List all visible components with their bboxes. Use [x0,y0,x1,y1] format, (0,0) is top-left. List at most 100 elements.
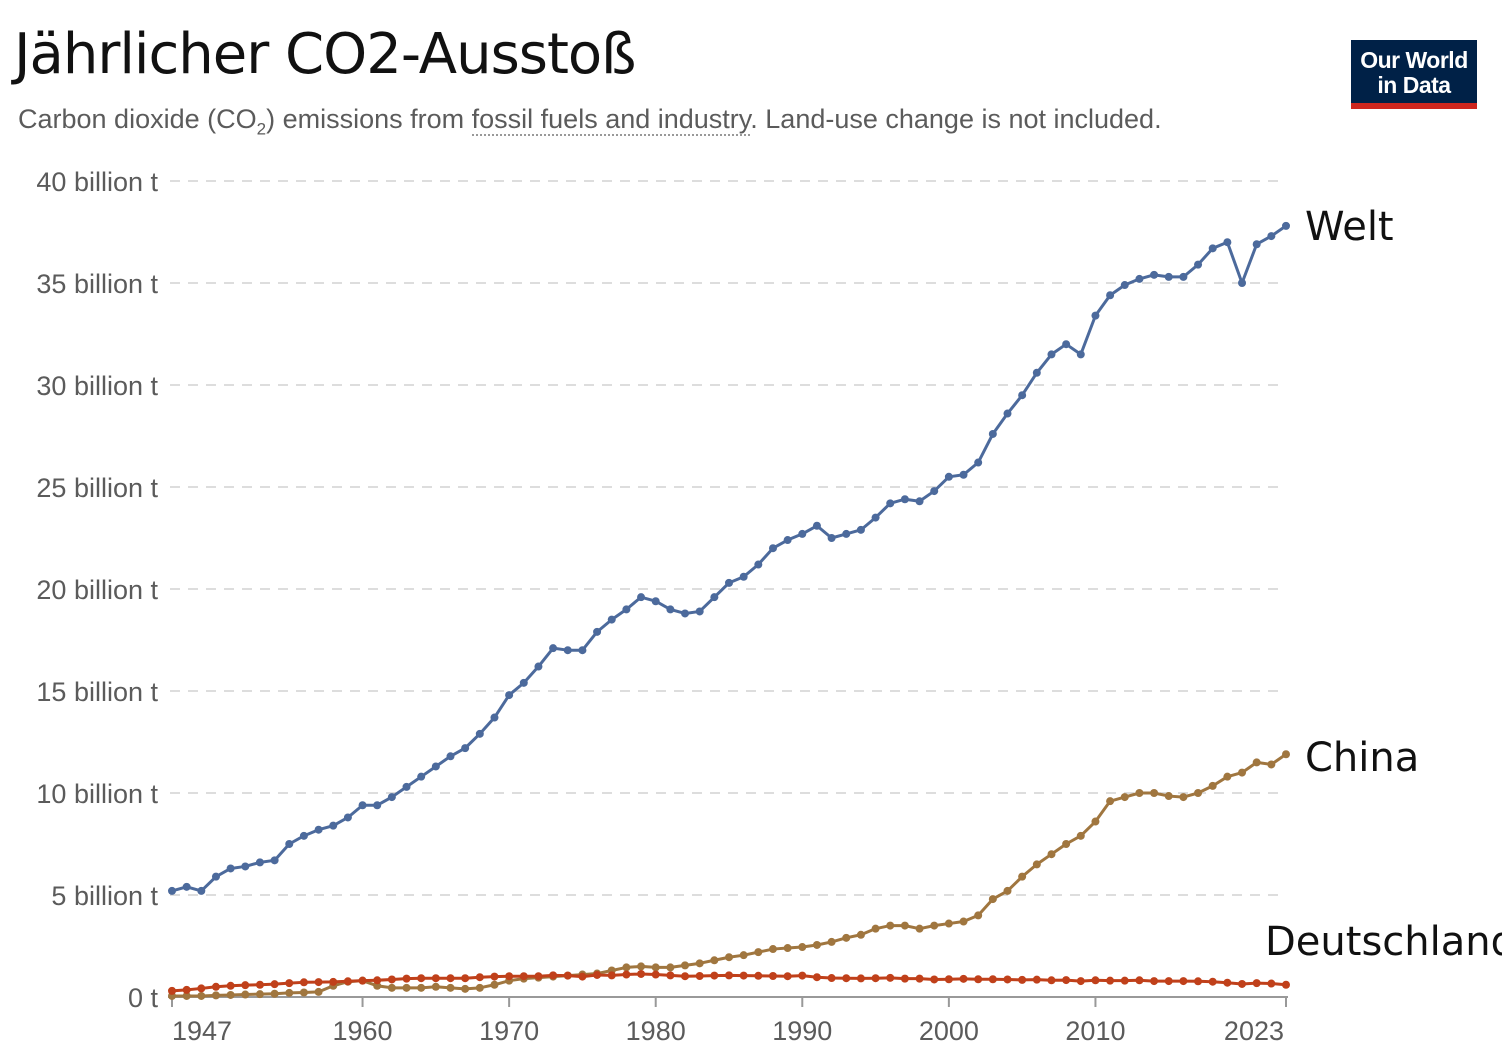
data-point [1223,238,1232,247]
data-point [1120,793,1129,802]
data-point [461,984,470,993]
data-point [798,943,807,952]
y-tick-label: 40 billion t [36,167,158,197]
data-point [168,986,176,995]
data-point [988,895,997,904]
data-point [1194,789,1203,797]
data-point [959,470,968,479]
data-point [270,856,279,865]
data-point [607,971,616,980]
data-point [299,978,308,987]
subtitle-subscript: 2 [256,119,267,139]
data-point [798,529,807,538]
data-point [314,987,323,996]
data-point [1003,975,1012,984]
data-point [988,429,997,438]
data-point [1164,272,1173,281]
data-point [1267,979,1276,988]
data-point [446,974,455,983]
data-point [871,974,880,983]
data-point [285,979,294,988]
data-point [959,974,968,983]
logo-line: Our World [1360,47,1468,73]
data-point [1164,792,1173,801]
data-point [1282,221,1290,230]
data-point [666,971,675,980]
data-point [1062,976,1071,985]
fossil-fuels-link[interactable]: fossil fuels and industry [471,104,751,136]
data-point [358,976,367,985]
data-point [475,983,484,992]
y-tick-label: 25 billion t [36,473,158,503]
data-point [1076,350,1085,359]
data-point [725,971,733,980]
data-point [1252,240,1261,249]
data-point [549,971,558,980]
data-point [710,971,719,980]
data-point [856,525,865,534]
data-point [563,971,572,980]
data-point [1135,976,1144,985]
data-point [1194,977,1203,986]
data-point [314,978,323,987]
x-tick-label: 2023 [1224,1016,1284,1046]
data-point [563,646,572,655]
data-point [637,962,646,971]
data-point [1164,977,1173,986]
data-point [827,937,836,946]
data-point [1223,978,1232,987]
data-point [607,615,616,624]
data-point [812,940,821,949]
data-point [373,981,382,990]
data-point [549,644,558,653]
data-point [299,831,308,840]
data-point [710,956,719,965]
data-point [666,605,675,614]
data-point [886,973,895,982]
data-point [417,772,426,781]
data-point [431,982,440,991]
data-point [1282,980,1290,989]
data-point [1047,350,1056,359]
data-point [314,825,323,834]
data-point [1150,789,1159,797]
data-point [1252,758,1261,767]
subtitle-text: ) emissions from [266,104,472,134]
data-point [211,991,220,1000]
logo-accent-bar [1351,103,1477,109]
data-point [944,472,953,481]
data-point [681,961,690,970]
data-point [827,534,836,542]
logo-line: in Data [1377,72,1451,98]
data-point [681,609,690,618]
data-point [886,921,895,930]
data-point [211,872,220,881]
series-line-welt [171,224,1287,893]
data-point [622,970,631,979]
x-tick-label: 2000 [919,1016,979,1046]
data-point [182,991,191,1000]
data-point [1120,281,1129,290]
data-point [1032,975,1041,984]
data-point [1062,340,1071,349]
data-point [255,980,264,989]
y-tick-label: 35 billion t [36,269,158,299]
data-point [373,801,382,810]
owid-logo[interactable]: Our World in Data [1351,40,1477,109]
data-point [842,933,851,942]
data-point [1018,975,1027,984]
data-point [651,963,660,972]
data-point [387,975,396,984]
data-point [1238,768,1247,777]
data-point [285,840,294,848]
data-point [915,974,924,983]
data-point [827,974,836,983]
data-point [226,990,235,999]
data-point [1267,760,1276,769]
data-point [270,980,279,989]
data-point [1238,279,1247,287]
data-point [768,971,777,980]
data-point [475,729,484,738]
data-point [754,971,763,980]
data-point [842,529,851,538]
